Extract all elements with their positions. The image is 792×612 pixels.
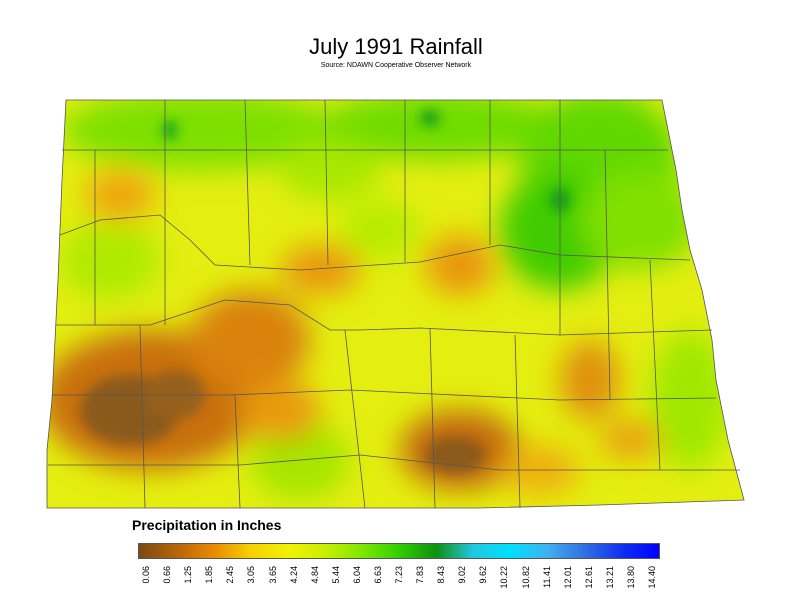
legend-title: Precipitation in Inches (132, 517, 282, 533)
map-title: July 1991 Rainfall (309, 34, 483, 59)
precip-field (47, 100, 744, 508)
map-subtitle: Source: NDAWN Cooperative Observer Netwo… (320, 62, 472, 69)
legend-tick-label: 14.40 (647, 566, 657, 589)
county-boundaries (46, 99, 745, 509)
legend-color-bar (138, 543, 660, 559)
